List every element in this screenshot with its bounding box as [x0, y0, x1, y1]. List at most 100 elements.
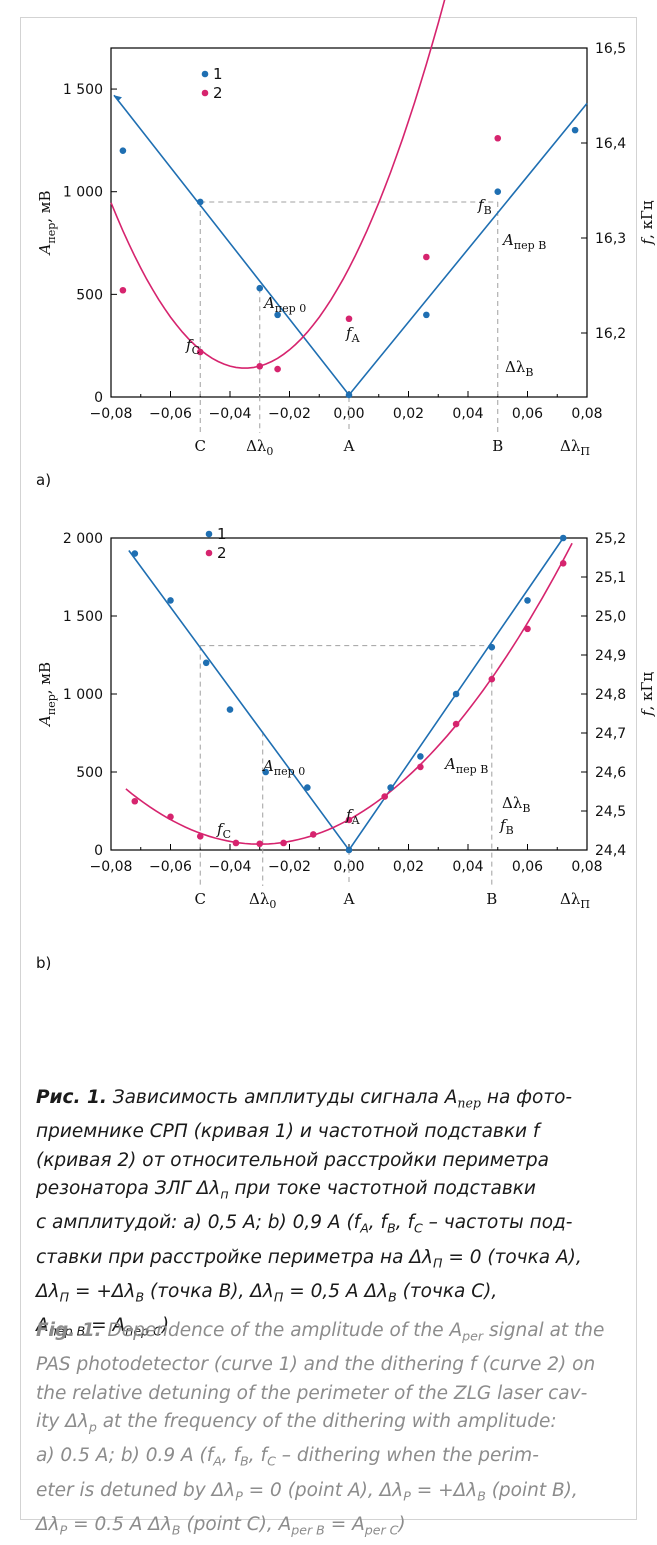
caption-ru-text: )	[161, 1314, 170, 1336]
caption-ru-line-5: с амплитудой: a) 0,5 А; b) 0,9 А (fA, fB…	[36, 1209, 626, 1243]
curve2-point	[310, 831, 317, 838]
caption-en-sub: P	[403, 1488, 411, 1504]
caption-en-text: Dependence of the amplitude of the A	[101, 1320, 463, 1341]
curve1-point	[262, 768, 270, 776]
y-tick-label: 0	[94, 390, 103, 406]
curve2-point	[232, 839, 240, 847]
curve2-point	[256, 362, 264, 370]
bottom-point-label: C	[195, 437, 206, 455]
curve2-point	[488, 675, 496, 683]
y-tick-label: 2 000	[63, 531, 103, 547]
curve1-arrowhead	[113, 95, 122, 102]
caption-ru-text: ставки при расстройке периметра на Δλ	[36, 1246, 433, 1268]
curve2-fit	[110, 0, 446, 369]
caption-en-sub: per	[462, 1328, 484, 1344]
bottom-point-label-sub: П	[580, 898, 590, 911]
y-axis-label-unit: , мВ	[36, 191, 54, 223]
caption-en-line-4: ity Δλp at the frequency of the ditherin…	[36, 1408, 626, 1442]
caption-en-sub: B	[477, 1488, 486, 1504]
x-tick-label: 0,02	[393, 859, 424, 875]
bottom-point-label: A	[343, 437, 355, 455]
label-fa-sub: A	[351, 332, 361, 345]
bottom-point-label-sub: 0	[266, 445, 273, 458]
caption-en-text: )	[398, 1513, 406, 1535]
caption-en-sub: per B	[291, 1522, 325, 1538]
caption-en-sub: p	[88, 1419, 97, 1435]
y-axis-label-part-sub: пер	[45, 223, 58, 244]
bottom-point-label-main: C	[195, 437, 206, 455]
legend-label-1: 1	[217, 525, 227, 543]
label-dlb-main: Δλ	[505, 358, 526, 376]
label-fb-sub: B	[484, 204, 492, 217]
label-dlb-main: Δλ	[502, 794, 523, 812]
bottom-point-label-main: Δλ	[249, 890, 270, 908]
caption-en-text: , f	[248, 1445, 268, 1467]
label-aper0-sub: пер 0	[275, 302, 306, 315]
caption-en-text: signal at the	[483, 1320, 605, 1341]
caption-en-sub: P	[59, 1522, 68, 1538]
caption-en-text: at the frequency of the dithering with a…	[96, 1411, 557, 1433]
label-aperb-main: A	[501, 231, 514, 249]
caption-en-sub: A	[213, 1454, 222, 1470]
bottom-point-label: B	[486, 890, 497, 908]
x-tick-label: −0,08	[90, 406, 133, 422]
y-axis-label: Aпер, мВ	[36, 191, 58, 257]
label-aperb: Aпер B	[501, 231, 546, 252]
label-aperb-sub: пер B	[514, 239, 546, 252]
y-axis-label-part-main: A	[36, 715, 54, 728]
caption-en-sub: P	[235, 1488, 243, 1504]
y2-axis-label-unit: , кГц	[638, 200, 656, 239]
caption-ru-text: (точка С),	[396, 1280, 498, 1302]
caption-ru-sub: П	[273, 1289, 284, 1305]
y-axis-label: Aпер, мВ	[36, 662, 58, 728]
curve1-point	[488, 643, 496, 651]
bottom-point-label: Δλ0	[246, 437, 273, 458]
y2-axis-label-part-main: f	[638, 237, 656, 246]
caption-ru-text: – частоты под-	[422, 1212, 573, 1234]
caption-ru-text: = 0 (точка А),	[442, 1246, 582, 1268]
caption-ru-line-4: резонатора ЗЛГ Δλп при токе частотной по…	[36, 1175, 626, 1209]
bottom-point-label-sub: 0	[269, 898, 276, 911]
x-tick-label: −0,06	[149, 859, 192, 875]
curve2-point	[417, 763, 424, 771]
curve2-point	[280, 839, 287, 847]
caption-en-sub: per C	[364, 1522, 399, 1538]
bottom-point-label: Δλ0	[249, 890, 276, 911]
caption-ru-sub: П	[432, 1255, 443, 1271]
x-tick-label: 0,06	[512, 859, 543, 875]
x-tick-label: 0,00	[333, 406, 364, 422]
curve2-point	[345, 816, 353, 824]
caption-en-line-7: ΔλP = 0.5 A ΔλB (point C), Aper B = Aper…	[36, 1511, 626, 1545]
panel-label: b)	[36, 954, 51, 972]
legend-label-2: 2	[217, 544, 227, 562]
caption-ru-line-6: ставки при расстройке периметра на ΔλП =…	[36, 1244, 626, 1278]
curve2-point	[452, 720, 460, 728]
curve1-point	[202, 659, 210, 667]
caption-ru-text: с амплитудой: a) 0,5 А; b) 0,9 А (f	[36, 1212, 361, 1234]
bottom-point-label-sub: П	[580, 445, 590, 458]
label-fc-main: f	[216, 820, 225, 838]
x-tick-label: 0,06	[512, 406, 543, 422]
bottom-point-label-main: Δλ	[246, 437, 267, 455]
y-tick-label: 0	[94, 843, 103, 859]
label-fb-main: f	[477, 196, 486, 214]
bottom-point-label-main: Δλ	[560, 437, 581, 455]
caption-en-line-5: a) 0.5 A; b) 0.9 A (fA, fB, fC – ditheri…	[36, 1442, 626, 1476]
x-tick-label: −0,04	[209, 406, 252, 422]
caption-en-lead: Fig. 1.	[36, 1320, 102, 1341]
caption-ru-sub: B	[387, 1221, 396, 1237]
y-axis-label-part-sub: пер	[45, 694, 58, 715]
bottom-point-label: ΔλП	[560, 890, 590, 911]
bottom-point-label: B	[492, 437, 503, 455]
curve1-point	[304, 784, 311, 791]
bottom-point-label-main: A	[343, 890, 355, 908]
bottom-point-label: ΔλП	[560, 437, 590, 458]
y2-tick-label: 16,5	[595, 41, 626, 57]
caption-en-sub: B	[171, 1522, 181, 1538]
curve1-point	[345, 391, 353, 399]
chart-a: −0,08 −0,06 −0,04 −0,02 0,00 0,02 0,04 0,06 0,08…	[36, 0, 656, 489]
caption-ru-lead: Рис. 1.	[36, 1087, 107, 1108]
y2-tick-label: 24,5	[595, 804, 626, 820]
caption-ru-sub: пер C	[125, 1323, 162, 1339]
caption-ru-text: (точка В), Δλ	[144, 1280, 274, 1302]
